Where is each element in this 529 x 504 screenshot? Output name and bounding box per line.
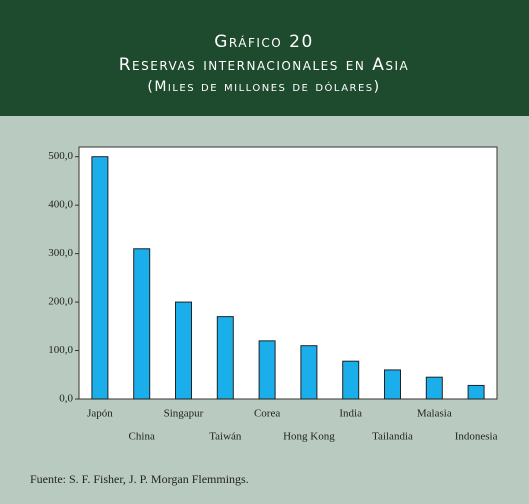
source-note: Fuente: S. F. Fisher, J. P. Morgan Flemm… — [30, 472, 249, 486]
bar — [216, 316, 234, 400]
bar — [133, 248, 151, 400]
x-tick-label: Singapur — [164, 408, 204, 420]
y-tick-label: 100,0 — [48, 344, 73, 356]
x-tick-label: Corea — [254, 408, 280, 420]
chart-units: (Miles de millones de dólares) — [147, 79, 380, 95]
x-tick-label: China — [129, 431, 155, 443]
chart-title: Gráfico 20 — [214, 32, 314, 52]
x-tick-label: Japón — [87, 408, 113, 420]
x-tick-label: India — [339, 408, 362, 420]
y-tick-label: 400,0 — [48, 199, 73, 211]
bar — [258, 340, 276, 400]
bar — [342, 360, 360, 400]
x-tick-label: Hong Kong — [283, 431, 335, 443]
y-tick-label: 300,0 — [48, 247, 73, 259]
bar — [425, 376, 443, 400]
x-tick-label: Tailandia — [372, 431, 413, 443]
header — [0, 0, 529, 116]
bar — [384, 369, 401, 400]
x-tick-label: Malasia — [417, 408, 452, 420]
chart-subtitle: Reservas internacionales en Asia — [119, 55, 409, 75]
bar — [175, 301, 192, 400]
y-tick-label: 200,0 — [48, 296, 73, 308]
bar — [467, 384, 485, 400]
x-tick-label: Taiwán — [209, 431, 242, 443]
x-tick-label: Indonesia — [455, 431, 498, 443]
bar — [91, 156, 109, 400]
y-tick-label: 500,0 — [48, 150, 73, 162]
y-tick-label: 0,0 — [59, 393, 73, 405]
bar — [300, 345, 318, 400]
